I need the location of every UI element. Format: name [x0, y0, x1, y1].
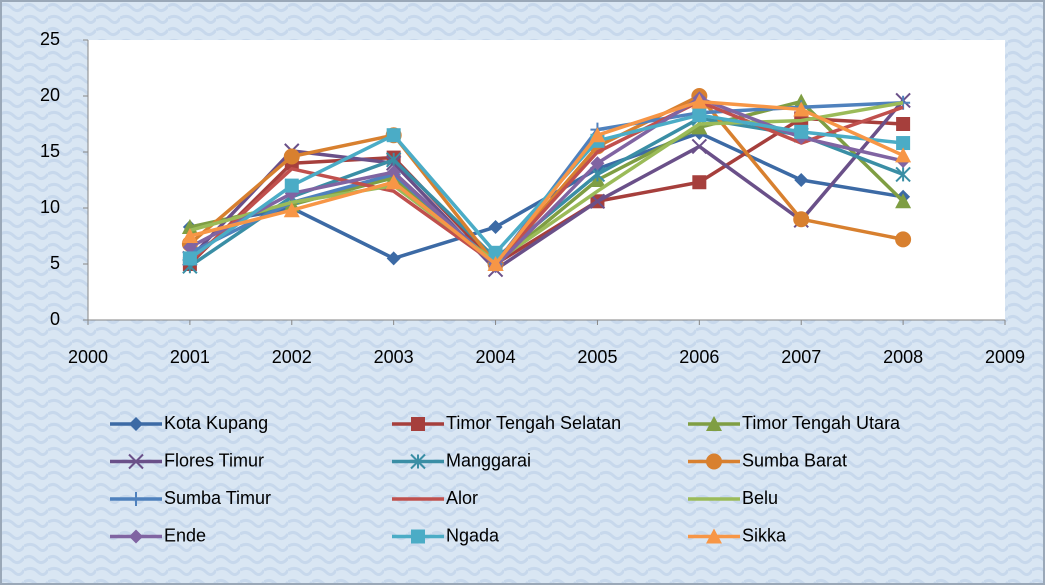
x-tick-label: 2006	[679, 347, 719, 367]
x-tick-label: 2003	[374, 347, 414, 367]
marker	[895, 193, 912, 209]
legend-marker	[706, 528, 722, 544]
x-tick-label: 2001	[170, 347, 210, 367]
marker	[283, 202, 300, 218]
marker	[794, 173, 809, 187]
marker	[386, 128, 401, 143]
y-tick-label: 25	[40, 29, 60, 49]
legend-marker	[129, 417, 143, 431]
marker	[692, 108, 707, 123]
marker	[691, 93, 708, 109]
legend-label: Sikka	[742, 525, 787, 545]
marker	[895, 231, 912, 248]
series-line	[188, 99, 904, 266]
legend-label: Ende	[164, 525, 206, 545]
y-tick-label: 20	[40, 85, 60, 105]
legend-label: Sumba Timur	[164, 488, 271, 508]
x-tick-label: 2005	[577, 347, 617, 367]
legend-label: Kota Kupang	[164, 413, 268, 433]
legend-label: Sumba Barat	[742, 450, 847, 470]
y-tick-label: 0	[50, 309, 60, 329]
marker	[589, 193, 606, 209]
x-tick-label: 2002	[272, 347, 312, 367]
x-tick-label: 2008	[883, 347, 923, 367]
marker	[794, 124, 809, 139]
legend-label: Timor Tengah Selatan	[446, 413, 621, 433]
marker	[385, 152, 402, 168]
marker	[793, 211, 810, 228]
x-tick-label: 2007	[781, 347, 821, 367]
series	[181, 93, 912, 271]
legend-marker	[128, 453, 144, 470]
legend-marker	[706, 453, 722, 470]
marker	[386, 165, 401, 180]
legend-marker	[129, 529, 143, 544]
marker	[386, 251, 401, 266]
series-line	[189, 96, 904, 268]
series-line	[189, 99, 904, 266]
marker	[488, 220, 503, 235]
legend-label: Manggarai	[446, 450, 531, 470]
marker	[692, 175, 707, 190]
marker	[590, 156, 605, 171]
marker	[385, 174, 402, 190]
marker	[895, 147, 912, 163]
marker	[182, 240, 197, 255]
series-line	[189, 100, 904, 264]
y-tick-label: 10	[40, 197, 60, 217]
legend-label: Belu	[742, 488, 778, 508]
legend-marker	[411, 529, 425, 544]
marker	[488, 245, 503, 260]
plot-area	[88, 40, 1005, 320]
marker	[691, 119, 708, 135]
x-tick-label: 2009	[985, 347, 1025, 367]
series	[188, 99, 904, 266]
marker	[284, 178, 299, 193]
y-tick-label: 15	[40, 141, 60, 161]
marker	[181, 228, 198, 243]
x-tick-label: 2004	[476, 347, 516, 367]
x-tick-label: 2000	[68, 347, 108, 367]
legend-marker	[411, 417, 425, 431]
series	[189, 100, 904, 264]
marker	[283, 148, 300, 165]
marker	[182, 251, 197, 266]
legend-marker	[706, 416, 722, 431]
legend-label: Alor	[446, 488, 478, 508]
legend-label: Ngada	[446, 525, 500, 545]
marker	[793, 101, 810, 117]
marker	[487, 256, 504, 271]
legend-label: Flores Timur	[164, 450, 264, 470]
y-tick-label: 5	[50, 253, 60, 273]
legend-marker	[129, 492, 143, 506]
series-line	[188, 94, 904, 266]
legend-marker	[410, 453, 426, 470]
legend-label: Timor Tengah Utara	[742, 413, 901, 433]
marker	[589, 127, 606, 143]
marker	[691, 138, 708, 155]
marker	[895, 166, 911, 183]
marker	[896, 136, 911, 151]
marker	[896, 117, 911, 131]
